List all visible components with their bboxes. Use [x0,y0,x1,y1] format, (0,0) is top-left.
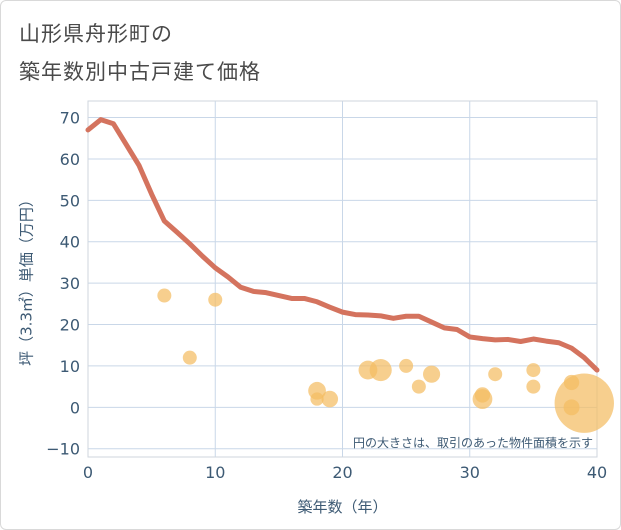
y-tick-label: 0 [70,398,80,417]
y-axis-label: 坪（3.3㎡）単価（万円） [18,192,36,366]
grid [88,101,597,457]
data-bubble [474,387,491,403]
data-bubble [399,358,414,373]
y-tick-label: 30 [60,274,80,293]
x-tick-label: 10 [205,463,225,482]
x-tick-label: 30 [460,463,480,482]
x-tick-label: 20 [332,463,352,482]
bubble-size-note: 円の大きさは、取引のあった物件面積を示す [353,435,593,450]
y-tick-label: 10 [60,357,80,376]
bubbles [157,288,614,433]
y-tick-label: 20 [60,316,80,335]
data-bubble [526,379,541,394]
data-bubble [526,363,541,378]
data-bubble [157,288,172,303]
data-bubble [554,373,614,433]
data-bubble [208,292,223,307]
y-tick-label: 70 [60,109,80,128]
y-tick-label: 40 [60,233,80,252]
y-tick-label: 50 [60,191,80,210]
x-tick-label: 0 [83,463,93,482]
data-bubble [488,367,503,382]
trend-line-group [85,117,600,373]
trend-line [85,117,600,373]
data-bubble [182,350,197,365]
data-bubble [321,390,339,408]
x-tick-label: 40 [587,463,607,482]
x-axis-label: 築年数（年） [297,498,387,516]
data-bubble [411,379,426,394]
data-bubble [310,392,324,406]
y-tick-label: −10 [46,440,80,459]
plot-area-border [87,100,598,458]
data-bubble [369,359,392,382]
chart-title-line2: 築年数別中古戸建て価格 [19,60,261,84]
chart-title-line1: 山形県舟形町の [19,22,173,46]
data-bubble [423,365,441,383]
y-tick-label: 60 [60,150,80,169]
